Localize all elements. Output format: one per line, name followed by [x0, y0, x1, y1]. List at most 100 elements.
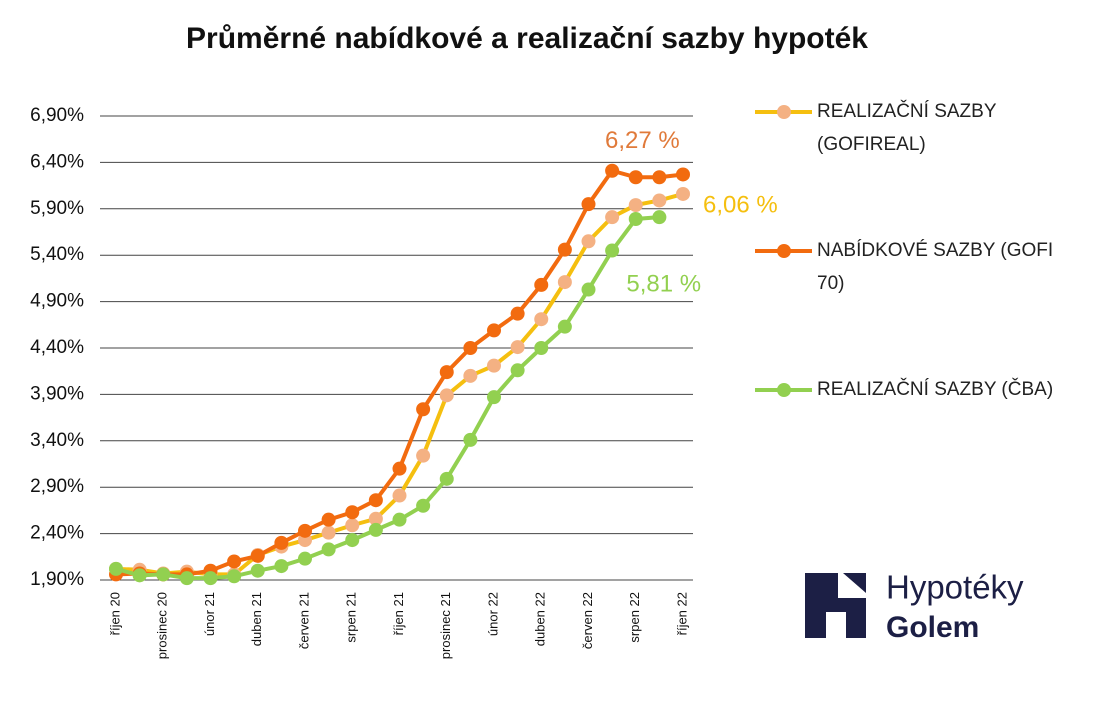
logo: Hypotéky Golem [805, 569, 1024, 644]
data-point [652, 193, 667, 208]
data-label: 5,81 % [626, 270, 701, 297]
x-tick-label: prosinec 21 [438, 592, 453, 659]
data-point [605, 243, 620, 258]
y-tick-label: 3,40% [30, 430, 84, 451]
chart-title: Průměrné nabídkové a realizační sazby hy… [186, 22, 868, 55]
data-point [321, 512, 336, 527]
data-point [250, 548, 265, 563]
data-point [510, 306, 525, 321]
data-point [250, 563, 265, 578]
y-tick-label: 1,90% [30, 569, 84, 590]
legend-label: REALIZAČNÍ SAZBY (GOFIREAL) [817, 101, 997, 155]
data-point [345, 518, 360, 533]
data-point [298, 523, 312, 538]
data-point [628, 212, 643, 227]
data-point [227, 569, 242, 584]
x-tick-label: říjen 21 [391, 592, 406, 635]
logo-text: Hypotéky [886, 569, 1024, 606]
data-point [392, 461, 407, 476]
data-point [227, 554, 242, 569]
data-point [605, 210, 620, 225]
logo-text: Golem [886, 611, 979, 644]
legend-marker [777, 105, 791, 119]
x-tick-label: duben 21 [249, 592, 264, 646]
data-point [487, 358, 501, 373]
data-point [298, 551, 312, 566]
data-point [557, 319, 572, 334]
y-tick-label: 2,40% [30, 523, 84, 544]
data-point [132, 568, 147, 583]
data-point [510, 363, 525, 378]
data-point [487, 323, 501, 338]
y-tick-label: 2,90% [30, 476, 84, 497]
data-point [463, 368, 478, 383]
x-tick-label: únor 21 [202, 592, 217, 636]
data-point [534, 277, 549, 292]
x-tick-label: srpen 22 [627, 592, 642, 643]
data-point [321, 542, 336, 557]
data-point [274, 559, 289, 574]
data-point [321, 525, 336, 540]
data-point [345, 505, 360, 520]
series-line [115, 215, 660, 581]
y-tick-label: 6,90% [30, 105, 84, 126]
y-tick-label: 3,90% [30, 383, 84, 404]
data-point [628, 198, 643, 213]
legend-label: NABÍDKOVÉ SAZBY (GOFI 70) [817, 240, 1054, 294]
legend-marker [777, 244, 791, 258]
data-point [463, 432, 478, 447]
data-point [109, 561, 123, 576]
y-tick-label: 4,90% [30, 291, 84, 312]
logo-icon-corner [843, 573, 866, 593]
data-point [416, 498, 431, 513]
x-tick-label: únor 22 [485, 592, 500, 636]
data-point [557, 242, 572, 257]
data-point [510, 340, 525, 355]
data-point [439, 365, 454, 380]
legend-marker [777, 383, 791, 397]
data-point [463, 341, 478, 355]
x-tick-label: říjen 20 [107, 592, 122, 635]
data-point [487, 390, 501, 405]
logo-icon [805, 573, 866, 638]
x-tick-label: srpen 21 [344, 592, 359, 643]
data-point [652, 170, 667, 185]
data-point [581, 282, 596, 297]
data-point [628, 170, 643, 185]
legend-label: REALIZAČNÍ SAZBY (ČBA) [817, 379, 1054, 400]
data-point [652, 210, 667, 225]
data-point [203, 571, 218, 586]
x-tick-label: červen 22 [580, 592, 595, 649]
data-point [274, 535, 289, 550]
data-point [557, 275, 572, 290]
y-tick-label: 5,40% [30, 244, 84, 265]
data-point [368, 522, 383, 537]
y-tick-label: 4,40% [30, 337, 84, 358]
data-point [676, 167, 690, 182]
data-point [392, 488, 407, 503]
x-tick-label: červen 21 [296, 592, 311, 649]
y-tick-label: 6,40% [30, 151, 84, 172]
data-point [179, 571, 194, 586]
data-point [368, 493, 383, 508]
data-point [605, 163, 620, 178]
data-point [534, 341, 549, 355]
data-point [581, 197, 596, 212]
data-point [368, 511, 383, 526]
data-point [581, 234, 596, 249]
data-label: 6,06 % [703, 191, 778, 218]
x-tick-label: říjen 22 [674, 592, 689, 635]
data-point [345, 533, 360, 548]
data-point [676, 186, 690, 201]
x-tick-label: duben 22 [533, 592, 548, 646]
data-point [416, 448, 431, 463]
x-tick-label: prosinec 20 [155, 592, 170, 659]
data-point [416, 402, 431, 417]
data-point [439, 471, 454, 486]
data-label: 6,27 % [605, 127, 680, 154]
data-point [156, 567, 171, 582]
y-tick-label: 5,90% [30, 198, 84, 219]
data-point [439, 388, 454, 403]
